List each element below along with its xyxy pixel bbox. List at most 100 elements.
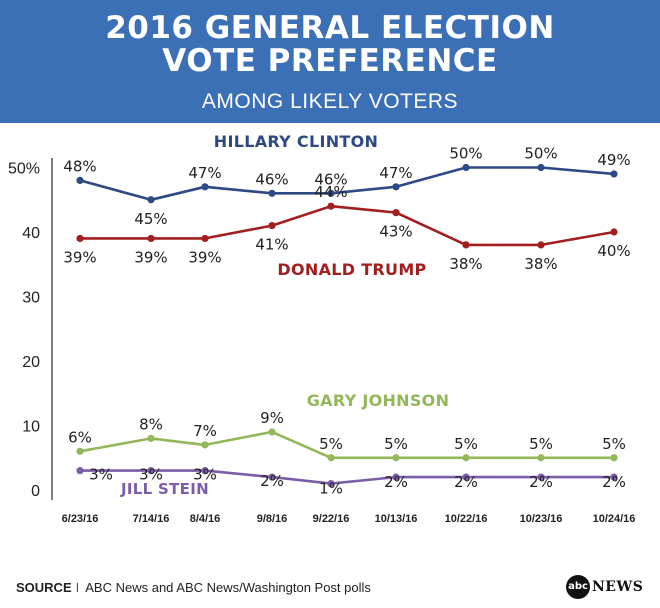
series-gary-johnson: 6% 8% 7% 9% 5% 5% 5% 5% 5% GARY JOHNSON [68, 391, 626, 462]
abc-news-logo: abc NEWS [566, 575, 643, 599]
data-point [268, 221, 276, 230]
footer: SOURCE I ABC News and ABC News/Washington … [0, 572, 660, 608]
data-label: 43% [379, 223, 412, 241]
data-point [537, 454, 545, 462]
y-tick-label: 0 [31, 483, 40, 500]
data-point [537, 163, 545, 172]
chart-title-line-1: 2016 GENERAL ELECTION [105, 10, 555, 46]
data-point [462, 241, 470, 249]
data-point [392, 183, 400, 191]
data-label: 41% [255, 236, 288, 254]
data-point [76, 234, 84, 243]
data-label: 40% [597, 242, 630, 260]
data-point [201, 467, 209, 475]
data-point [392, 209, 400, 217]
data-label: 6% [68, 428, 92, 446]
data-point [462, 163, 470, 172]
data-point [147, 467, 155, 475]
x-tick-label: 6/23/16 [62, 513, 99, 525]
abc-logo-word: NEWS [592, 579, 644, 595]
data-point [610, 454, 618, 462]
abc-logo-mark: abc [566, 575, 590, 599]
data-point [147, 434, 155, 442]
y-tick-label: 20 [22, 354, 40, 371]
data-label: 38% [449, 255, 482, 273]
data-point [268, 473, 276, 481]
data-label: 3% [193, 466, 217, 484]
data-point [268, 428, 276, 436]
data-label: 39% [188, 248, 221, 266]
data-label: 2% [384, 473, 408, 491]
data-point [76, 176, 84, 184]
series-name-label: JILL STEIN [120, 480, 209, 498]
x-axis-ticks: 6/23/16 7/14/16 8/4/16 9/8/16 9/22/16 10/13/1… [62, 513, 636, 525]
data-label: 1% [319, 480, 343, 498]
source-text: ABC News and ABC News/Washington Post po… [85, 580, 371, 595]
series-name-label: HILLARY CLINTON [214, 132, 378, 151]
y-axis-ticks: 0 10 20 30 40 50% [8, 161, 40, 501]
data-label: 3% [139, 466, 163, 484]
data-label: 9% [260, 409, 284, 427]
series-jill-stein: 3% 3% 3% 2% 1% 2% 2% 2% 2% JILL STEIN [76, 466, 626, 498]
data-point [327, 202, 335, 210]
y-tick-label: 10 [22, 419, 40, 436]
data-label: 38% [524, 255, 557, 273]
data-label: 45% [134, 210, 167, 228]
y-tick-label: 30 [22, 290, 40, 307]
data-label: 50% [524, 145, 557, 163]
data-point [268, 189, 276, 197]
data-label: 7% [193, 422, 217, 440]
data-point [392, 473, 400, 481]
data-point [201, 234, 209, 243]
data-point [147, 196, 155, 204]
x-tick-label: 9/8/16 [257, 513, 288, 525]
data-label: 3% [89, 466, 113, 484]
data-point [537, 473, 545, 481]
x-tick-label: 10/24/16 [593, 513, 636, 525]
data-label: 5% [384, 435, 408, 453]
series-hillary-clinton: 48% 45% 47% 46% 46% 47% 50% 50% 49% HILLARY CLINT… [63, 132, 630, 228]
data-point [327, 479, 335, 488]
data-label: 5% [319, 435, 343, 453]
data-label: 39% [63, 248, 96, 266]
series-donald-trump: 39% 39% 39% 41% 44% 43% 38% 38% 40% DONALD TRUMP [63, 183, 630, 279]
data-point [201, 183, 209, 191]
data-point [462, 454, 470, 462]
x-tick-label: 7/14/16 [133, 513, 170, 525]
data-point [392, 454, 400, 462]
data-label: 5% [529, 435, 553, 453]
series-name-label: DONALD TRUMP [277, 260, 426, 279]
data-label: 46% [255, 170, 288, 188]
line-chart: 0 10 20 30 40 50% 6/23/16 7/14/16 8/4/16 9/8/16 9… [8, 132, 636, 525]
data-point [610, 473, 618, 481]
data-point [76, 447, 84, 455]
y-tick-label: 40 [22, 225, 40, 242]
data-label: 48% [63, 157, 96, 175]
data-label: 47% [188, 164, 221, 182]
data-label: 2% [602, 473, 626, 491]
x-tick-label: 10/22/16 [445, 513, 488, 525]
data-point [76, 467, 84, 475]
data-label: 2% [260, 472, 284, 490]
series-name-label: GARY JOHNSON [307, 391, 450, 410]
data-label: 2% [529, 473, 553, 491]
data-point [462, 473, 470, 481]
chart-header: 2016 GENERAL ELECTION VOTE PREFERENCE AM… [0, 0, 660, 123]
x-tick-label: 9/22/16 [313, 513, 350, 525]
data-point [327, 454, 335, 462]
source-note: SOURCE I ABC News and ABC News/Washington … [16, 580, 371, 595]
chart-title-line-2: VOTE PREFERENCE [162, 43, 498, 79]
data-label: 8% [139, 415, 163, 433]
x-tick-label: 8/4/16 [190, 513, 221, 525]
chart-subtitle: AMONG LIKELY VOTERS [201, 90, 459, 113]
source-label: SOURCE [16, 580, 72, 595]
data-label: 2% [454, 473, 478, 491]
data-point [537, 241, 545, 249]
data-point [610, 170, 618, 178]
x-tick-label: 10/23/16 [520, 513, 563, 525]
source-separator: I [75, 580, 80, 595]
data-point [201, 441, 209, 449]
data-label: 47% [379, 164, 412, 182]
data-label: 46% [314, 170, 347, 188]
series-group: 48% 45% 47% 46% 46% 47% 50% 50% 49% HILLARY CLINT… [63, 132, 630, 498]
